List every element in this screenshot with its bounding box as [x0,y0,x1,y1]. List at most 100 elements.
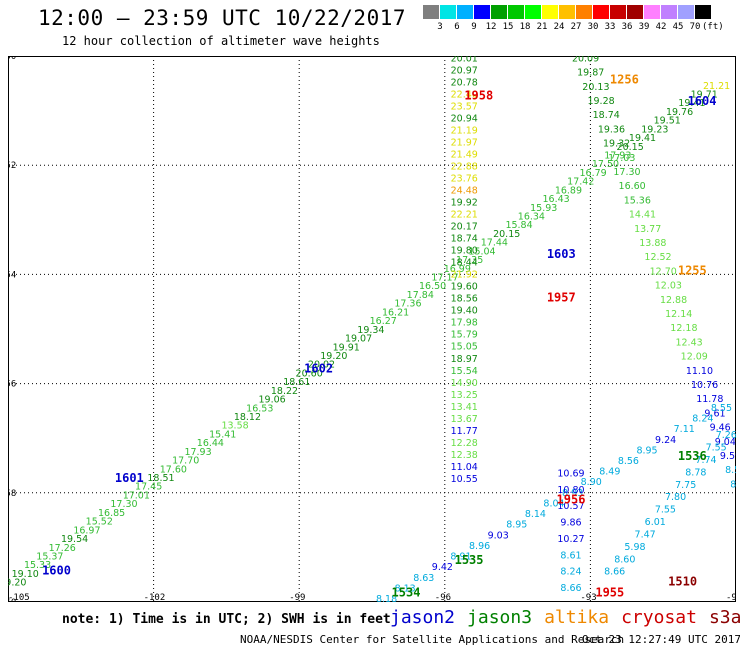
wave-height-value: 19.32 [603,139,630,150]
wave-height-value: 23.76 [451,174,478,185]
color-scale-label: 6 [454,22,460,32]
wave-height-value: 17.36 [394,299,421,310]
wave-height-value: 12.70 [650,266,677,277]
wave-height-value: 18.12 [234,412,261,423]
wave-height-value: 14.90 [451,378,478,389]
color-scale-label: 18 [519,22,531,32]
satellite-legend: jason2 jason3 altika cryosat s3a [390,607,740,628]
wave-height-value: 16.53 [246,403,273,414]
color-scale-label: 39 [638,22,650,32]
wave-height-value: 13.77 [634,224,661,235]
track-id-label: 1604 [688,94,717,108]
lat-axis-label: -58 [8,489,16,499]
wave-height-value: 7.55 [655,505,676,516]
color-swatch [678,5,695,19]
map-frame [8,56,736,602]
wave-height-value: 8.13 [395,583,416,594]
wave-height-value: 8.95 [636,445,657,456]
wave-height-value: 12.14 [665,309,692,320]
legend-item-cryosat: cryosat [621,607,697,628]
color-swatch [525,5,542,19]
wave-height-value: 19.40 [451,306,478,317]
wave-height-value: 21.92 [451,270,478,281]
wave-height-value: 19.28 [587,96,614,107]
legend-item-jason2: jason2 [390,607,456,628]
wave-height-value: 18.22 [271,386,298,397]
wave-height-value: 8.90 [581,477,602,488]
track-id-label: 1510 [668,575,697,589]
wave-height-value: 19.10 [12,569,39,580]
wave-height-value: 19.20 [320,351,347,362]
wave-height-value: 19.41 [678,98,705,109]
track-id-label: 1536 [678,449,707,463]
wave-height-value: 20.15 [493,229,520,240]
wave-height-value: 20.97 [451,65,478,76]
wave-height-value: 17.42 [567,177,594,188]
wave-height-value: 16.79 [580,168,607,179]
wave-height-value: 20.09 [572,56,599,64]
wave-height-value: 16.44 [197,438,224,449]
credit-text: NOAA/NESDIS Center for Satellite Applica… [240,633,625,646]
wave-height-value: 17.93 [604,150,631,161]
map-subtitle: 12 hour collection of altimeter wave hei… [62,34,380,48]
wave-height-value: 8.93 [562,488,583,499]
lon-axis-label: -96 [435,593,451,602]
color-scale-label: 9 [471,22,477,32]
wave-height-value: 13.88 [639,238,666,249]
wave-height-value: 19.92 [451,198,478,209]
lon-axis-label: -99 [289,593,305,602]
wave-height-value: 8.95 [506,520,527,531]
color-scale-label: 70 [689,22,701,32]
lon-axis-label: -90 [726,593,736,602]
map-title: 12:00 – 23:59 UTC 10/22/2017 [38,6,407,30]
wave-height-value: 17.84 [407,290,434,301]
wave-height-value: 20.13 [582,82,609,93]
color-swatch [695,5,712,19]
color-scale-label: 12 [485,22,497,32]
wave-height-value: 12.88 [660,295,687,306]
wave-height-value: 10.69 [557,468,584,479]
track-id-label: 1958 [464,89,493,103]
wave-height-value: 19.91 [333,342,360,353]
color-swatch [440,5,457,19]
wave-height-value: 18.56 [451,294,478,305]
wave-height-value: 17.70 [172,456,199,467]
wave-height-value: 12.18 [670,323,697,334]
wave-height-value: 11.77 [451,426,478,437]
color-swatch [610,5,627,19]
legend-item-jason3: jason3 [467,607,533,628]
wave-height-value: 22.40 [451,89,478,100]
color-scale-label: 15 [502,22,514,32]
lat-axis-label: -54 [8,270,16,280]
wave-height-value: 19.36 [598,124,625,135]
wave-height-value: 9.86 [560,518,581,529]
wave-height-value: 9.03 [488,530,509,541]
wave-height-value: 13.58 [221,421,248,432]
wave-height-value: 15.04 [468,246,495,257]
wave-height-value: 19.80 [451,246,478,257]
wave-height-value: 18.97 [451,354,478,365]
color-scale-label: 45 [672,22,684,32]
color-scale-label: 24 [553,22,565,32]
wave-height-value: 17.01 [123,490,150,501]
wave-height-value: 18.74 [451,234,478,245]
color-scale-label: 36 [621,22,633,32]
wave-height-value: 11.04 [451,462,478,473]
wave-height-value: 17.98 [451,318,478,329]
color-scale-label: 30 [587,22,599,32]
wave-height-value: 23.57 [451,102,478,113]
wave-height-value: 16.89 [555,185,582,196]
wave-height-value: 17.60 [160,464,187,475]
wave-height-value: 10.57 [557,501,584,512]
wave-height-value: 10.76 [691,380,718,391]
wave-height-value: 16.27 [370,316,397,327]
wave-height-value: 15.84 [505,220,532,231]
wave-height-value: 8.91 [450,552,471,563]
color-swatch [576,5,593,19]
wave-height-value: 16.85 [98,508,125,519]
wave-height-value: 19.60 [451,282,478,293]
color-scale-label: 33 [604,22,616,32]
track-id-label: 1255 [678,263,707,277]
wave-height-value: 8.61 [560,550,581,561]
wave-height-value: 11.78 [696,394,723,405]
